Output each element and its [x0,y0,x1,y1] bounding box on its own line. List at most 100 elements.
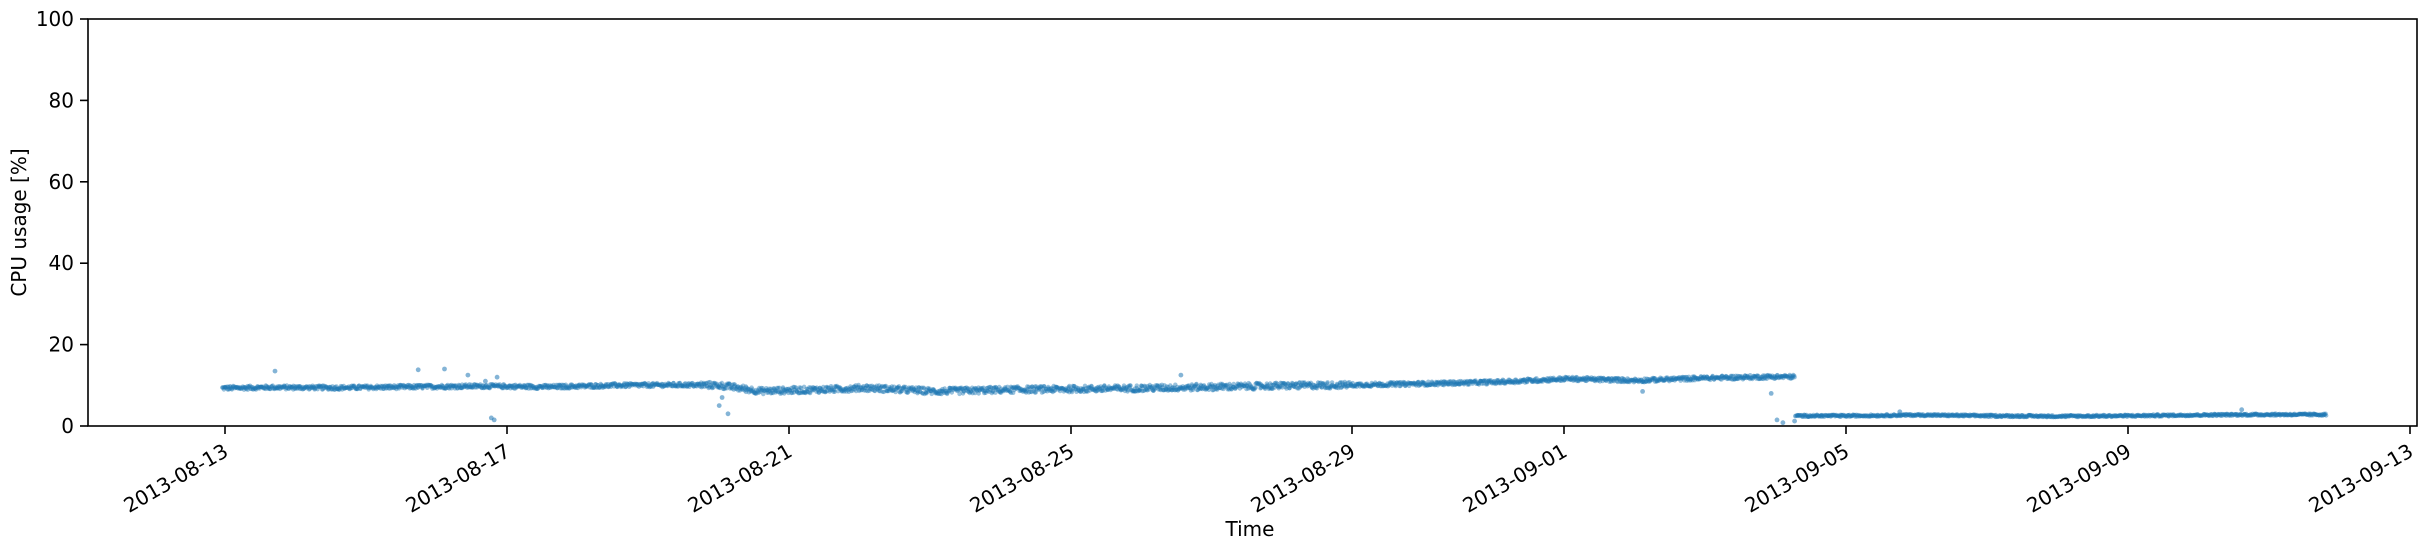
data-point [755,388,760,393]
data-point [1400,381,1405,386]
data-point [323,384,329,390]
data-point [666,381,671,386]
data-point [1009,385,1015,390]
data-point [1180,384,1186,389]
data-point [1063,386,1069,391]
data-point [410,384,416,390]
data-point [504,385,509,391]
data-point [517,384,522,389]
data-point [778,389,783,394]
data-point [533,386,539,391]
data-point [239,386,244,391]
outlier-point [1768,391,1774,396]
data-point [1188,386,1193,391]
data-point [233,384,238,390]
data-point [1112,386,1117,391]
data-point [680,384,686,389]
data-point [1073,387,1078,392]
data-point [813,386,818,391]
data-point [1028,385,1034,390]
data-point [608,384,614,389]
data-point [601,383,607,388]
data-point [1410,381,1416,386]
data-point [780,385,786,390]
data-point [978,385,983,391]
data-point [855,386,860,391]
data-point [434,386,440,391]
data-point [967,390,972,396]
data-point [227,386,232,392]
data-point [708,383,713,388]
data-point [241,387,247,392]
data-point [882,384,887,389]
data-point [230,384,236,390]
data-point [267,386,273,392]
data-point [533,385,539,390]
data-point [259,384,264,389]
data-point [918,389,923,395]
data-point [1311,382,1316,387]
data-point [1017,388,1022,394]
x-tick-2013-09-05: 2013-09-05 [1740,426,1853,518]
data-point [765,387,770,392]
data-point [381,383,387,389]
data-point [852,384,858,389]
data-point [1331,383,1337,389]
data-point [642,381,647,386]
data-point [1130,389,1135,394]
data-point [857,387,862,392]
data-point [650,381,655,386]
data-point [388,386,393,391]
data-point [1014,386,1019,391]
data-point [973,387,979,392]
data-point [1199,383,1204,388]
y-tick-label: 100 [36,7,74,31]
data-point [1013,385,1018,390]
data-point [904,389,909,395]
x-tick-2013-08-29: 2013-08-29 [1246,426,1359,518]
data-point [603,383,608,389]
data-point [1112,384,1118,390]
data-point [323,384,328,389]
data-point [511,383,517,388]
data-point [1230,384,1236,390]
data-point [1307,381,1312,387]
data-point [543,383,548,388]
data-point [1306,380,1311,386]
data-point [1380,381,1385,386]
data-point [761,391,766,397]
data-point [263,386,268,392]
data-point [1067,390,1072,395]
data-point [736,388,741,393]
x-tick-label: 2013-09-05 [1740,439,1853,518]
data-point [929,391,934,397]
data-point [1298,383,1304,388]
data-point [534,386,539,391]
data-point [1269,382,1274,388]
data-point [510,383,515,388]
data-point [1110,386,1116,391]
data-point [411,382,417,388]
data-point [449,382,454,388]
data-point [262,385,267,391]
data-point [415,385,421,390]
data-point [1156,384,1161,389]
data-point [828,384,834,389]
data-point [999,386,1004,391]
data-point [1194,381,1199,387]
data-point [1208,384,1214,390]
data-point [1185,386,1190,391]
data-point [903,384,908,390]
data-point [1241,383,1246,389]
data-point [368,385,373,390]
data-point [872,388,877,393]
data-point [538,384,543,389]
data-point [425,385,430,390]
data-point [976,385,981,390]
data-point [672,383,678,389]
data-point [699,385,704,390]
data-point [894,385,900,390]
data-point [660,382,665,387]
data-point [989,390,995,396]
